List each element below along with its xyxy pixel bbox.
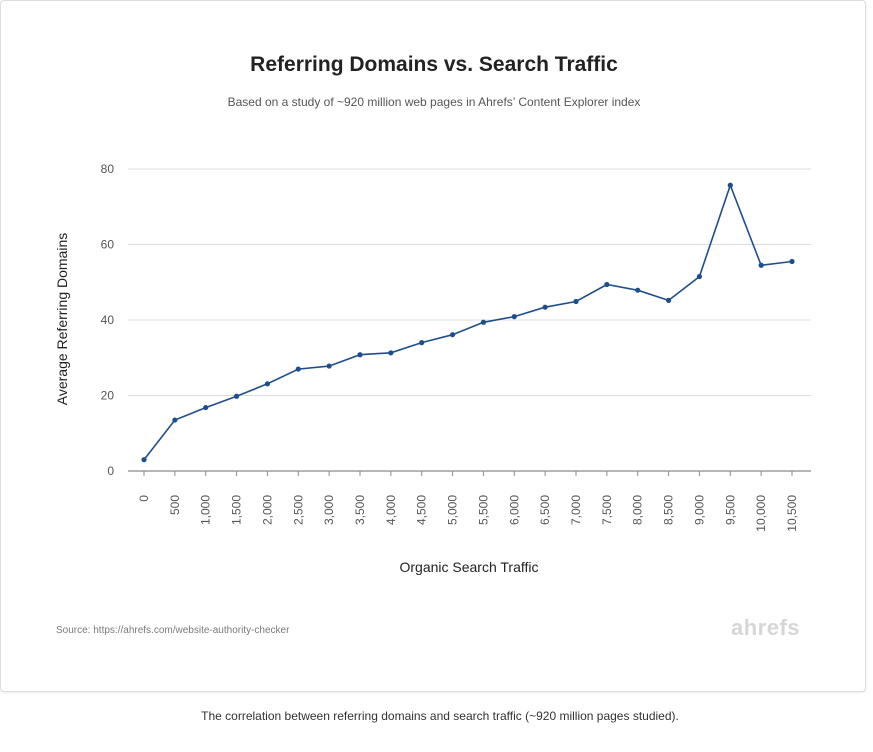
- x-tick-label: 9,000: [692, 495, 706, 525]
- x-tick-label: 5,000: [446, 495, 460, 525]
- source-note: Source: https://ahrefs.com/website-autho…: [56, 625, 290, 636]
- data-point: [326, 363, 332, 369]
- y-tick-label: 60: [101, 238, 115, 252]
- x-tick-labels: 0 500 1,000 1,500 2,000 2,500 3,000 3,500 4,000 4…: [137, 471, 799, 532]
- data-point: [233, 393, 240, 399]
- x-tick-label: 3,500: [353, 495, 367, 525]
- data-points: [141, 182, 795, 463]
- x-tick-label: 7,000: [569, 495, 583, 525]
- data-point: [665, 297, 672, 303]
- x-tick-label: 6,000: [507, 495, 521, 525]
- data-point: [203, 404, 209, 411]
- data-point: [419, 340, 425, 346]
- data-point: [511, 314, 517, 320]
- data-point: [172, 417, 178, 423]
- x-tick-label: 1,000: [199, 495, 213, 525]
- data-point: [264, 381, 271, 387]
- y-axis-label: Average Referring Domains: [54, 233, 70, 406]
- ahrefs-logo: ahrefs: [731, 615, 801, 640]
- series-line: [143, 182, 793, 461]
- y-tick-label: 80: [101, 162, 115, 176]
- data-point: [141, 457, 147, 463]
- x-tick-label: 3,000: [322, 495, 336, 525]
- chart-title: Referring Domains vs. Search Traffic: [250, 53, 618, 76]
- x-tick-label: 6,500: [538, 495, 552, 525]
- data-point: [696, 273, 703, 280]
- x-tick-label: 4,500: [415, 495, 429, 525]
- data-point: [480, 319, 487, 325]
- data-point: [295, 366, 301, 372]
- y-tick-labels: 0 20 40 60 80: [101, 162, 115, 478]
- y-tick-label: 20: [101, 389, 115, 403]
- x-tick-label: 10,000: [754, 495, 768, 532]
- x-tick-label: 7,500: [600, 495, 614, 525]
- data-point: [758, 262, 764, 268]
- data-point: [789, 258, 795, 265]
- x-tick-label: 4,000: [384, 495, 398, 525]
- x-tick-label: 2,000: [260, 495, 274, 525]
- data-point: [635, 287, 641, 293]
- data-point: [604, 281, 610, 288]
- y-tick-label: 40: [101, 313, 115, 327]
- y-tick-label: 0: [107, 464, 114, 478]
- x-tick-label: 500: [168, 495, 182, 515]
- data-point: [357, 352, 363, 358]
- x-tick-label: 9,500: [723, 495, 737, 525]
- line-chart: 0 20 40 60 80 0 500 1,000 1,500 2,000 2,500 3,000 3…: [54, 162, 811, 575]
- x-tick-label: 10,500: [785, 495, 799, 532]
- data-point: [542, 304, 548, 310]
- x-tick-label: 8,000: [631, 495, 645, 525]
- data-point: [727, 182, 733, 188]
- x-tick-label: 1,500: [230, 495, 244, 525]
- chart-card: Referring Domains vs. Search Traffic Bas…: [0, 0, 866, 692]
- x-tick-label: 8,500: [662, 495, 676, 525]
- figure-caption: The correlation between referring domain…: [201, 709, 679, 723]
- x-tick-label: 0: [137, 495, 151, 502]
- data-point: [388, 350, 394, 356]
- data-point: [449, 332, 456, 338]
- data-point: [573, 298, 579, 305]
- x-axis-label: Organic Search Traffic: [399, 559, 538, 575]
- x-tick-label: 2,500: [291, 495, 305, 525]
- x-tick-label: 5,500: [476, 495, 490, 525]
- chart-subtitle: Based on a study of ~920 million web pag…: [227, 95, 641, 109]
- grid-lines: [128, 168, 811, 472]
